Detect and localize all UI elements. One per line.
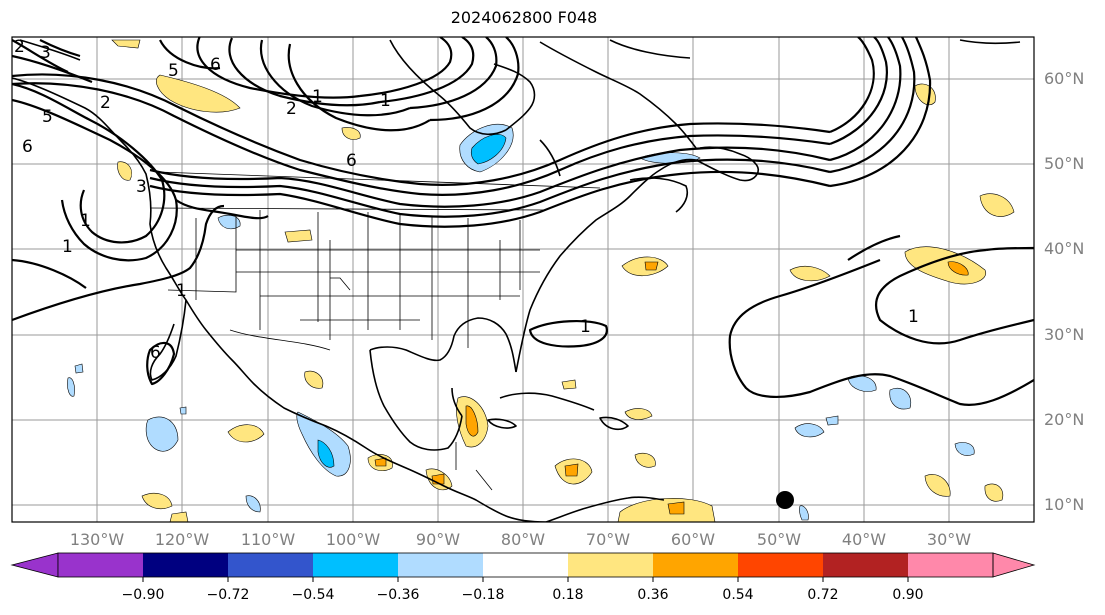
contour-labels: 3 2 5 5 6 2 6 1 1 1 1 1 2 3 6 6 1 1: [14, 37, 919, 363]
contour-label: 6: [22, 137, 33, 157]
colorbar-tick-label: −0.54: [292, 587, 335, 603]
colorbar-tick-label: 0.18: [552, 587, 583, 603]
colorbar-segment: [58, 553, 143, 577]
colorbar-min-extend: [10, 552, 59, 578]
contour-label: 1: [80, 211, 91, 231]
latitude-labels: 60°N 50°N 40°N 30°N 20°N 10°N: [1044, 69, 1084, 514]
colorbar-segment: [228, 553, 313, 577]
colorbar-segment: [483, 553, 568, 577]
colorbar-segment: [823, 553, 908, 577]
graticule: [12, 37, 1034, 522]
contour-label: 2: [100, 93, 111, 113]
colorbar-tick-label: 0.72: [807, 587, 838, 603]
contour-label: 5: [42, 107, 53, 127]
lon-label: 100°W: [326, 530, 381, 549]
contour-label: 6: [210, 55, 221, 75]
lat-label: 20°N: [1044, 410, 1084, 429]
lat-label: 10°N: [1044, 495, 1084, 514]
lon-label: 130°W: [70, 530, 125, 549]
colorbar-segment: [313, 553, 398, 577]
contour-label: 1: [380, 91, 391, 111]
contour-label: 1: [176, 281, 187, 301]
contour-label: 6: [346, 151, 357, 171]
colorbar-segment: [653, 553, 738, 577]
colorbar-segment: [908, 553, 993, 577]
contour-label: 5: [168, 61, 179, 81]
lat-label: 40°N: [1044, 239, 1084, 258]
colorbar-segment: [143, 553, 228, 577]
lon-label: 50°W: [757, 530, 801, 549]
lon-label: 70°W: [586, 530, 630, 549]
colorbar-tick-label: −0.72: [207, 587, 250, 603]
contour-label: 1: [62, 237, 73, 257]
contour-label: 2: [286, 99, 297, 119]
colorbar-max-extend: [992, 552, 1036, 578]
lon-label: 110°W: [241, 530, 296, 549]
storm-center-marker: [776, 491, 794, 509]
lat-label: 50°N: [1044, 154, 1084, 173]
colorbar-segment: [568, 553, 653, 577]
colorbar-tick-label: 0.54: [722, 587, 753, 603]
colorbar-tick-label: −0.18: [462, 587, 505, 603]
lon-label: 90°W: [416, 530, 460, 549]
contour-label: 2: [14, 37, 25, 57]
contour-label: 1: [312, 87, 323, 107]
shaded-field: [67, 39, 1015, 522]
lon-label: 60°W: [671, 530, 715, 549]
contour-label: 3: [136, 177, 147, 197]
map-title: 2024062800 F048: [450, 8, 598, 27]
colorbar-segment: [738, 553, 823, 577]
contour-lines: [12, 37, 1034, 406]
contour-label: 6: [150, 343, 161, 363]
lon-label: 40°W: [842, 530, 886, 549]
contour-label: 1: [580, 317, 591, 337]
lat-label: 60°N: [1044, 69, 1084, 88]
colorbar-segment: [398, 553, 483, 577]
lon-label: 30°W: [927, 530, 971, 549]
contour-label: 1: [908, 307, 919, 327]
longitude-labels: 130°W 120°W 110°W 100°W 90°W 80°W 70°W 6…: [70, 530, 971, 549]
lon-label: 80°W: [501, 530, 545, 549]
colorbar: −0.90 −0.72 −0.54 −0.36 −0.18 0.18 0.36 …: [10, 552, 1036, 603]
contour-label: 3: [40, 43, 51, 63]
colorbar-tick-label: 0.90: [892, 587, 923, 603]
lon-label: 120°W: [155, 530, 210, 549]
lat-label: 30°N: [1044, 325, 1084, 344]
colorbar-tick-label: −0.90: [122, 587, 165, 603]
map-frame: [11, 36, 1035, 523]
colorbar-tick-label: 0.36: [637, 587, 668, 603]
colorbar-tick-label: −0.36: [377, 587, 420, 603]
